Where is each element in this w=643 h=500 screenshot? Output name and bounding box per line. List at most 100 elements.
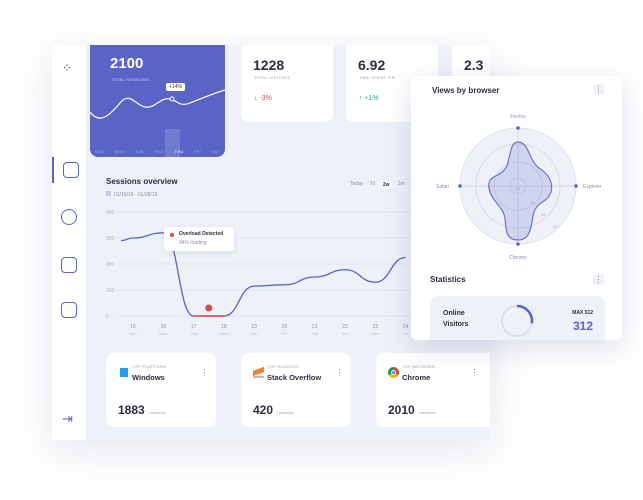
card-name: Stack Overflow [267, 373, 322, 382]
fourth-value: 2.3 [464, 57, 484, 73]
y-tick: 400 [106, 210, 115, 216]
logout-icon[interactable]: ⇥ [62, 411, 73, 426]
day-label: WED [154, 149, 165, 154]
x-tick-weekday: Wed [220, 331, 228, 336]
x-tick-day: 15 [130, 324, 136, 330]
x-tick-weekday: Tue [402, 331, 410, 336]
range-7d[interactable]: 7d [369, 181, 375, 187]
day-label: FRI [193, 149, 202, 154]
visitors-label: Visitors [443, 321, 469, 328]
top-platform-card[interactable]: TOP PLATFORM Windows 1883 / sessions ⋮ [106, 353, 216, 427]
wallet-icon[interactable] [61, 257, 77, 273]
compass-icon[interactable] [61, 209, 77, 225]
visitors-change: ↓ -3% [254, 95, 272, 102]
ring-label: 40 [553, 224, 558, 229]
x-tick-day: 21 [312, 324, 318, 330]
more-icon[interactable]: ⋮ [335, 368, 344, 377]
value: 1883 [118, 403, 145, 417]
x-tick-weekday: Mon [372, 331, 380, 336]
time-label: TIME SPENT, HR [359, 75, 395, 80]
ring-label: 20 [530, 200, 535, 205]
alert-icon[interactable] [205, 304, 213, 312]
sessions-card[interactable]: 2100 TOTAL SESSIONS +14% SUN MON TUE WED… [90, 45, 225, 157]
ring-label: 10 [516, 186, 521, 191]
y-tick: 200 [106, 262, 115, 268]
x-tick-day: 24 [403, 324, 409, 330]
axis-chrome: Chrome [509, 255, 527, 261]
unit: / sessions [418, 410, 436, 415]
top-sources-card[interactable]: TOP SOURCES Stack Overflow 420 / session… [241, 353, 351, 427]
sessions-value: 2100 [110, 55, 144, 72]
calendar-icon [106, 191, 111, 196]
radar-chart: Firefox Explorer Chrome Safari 10 20 30 … [436, 114, 602, 261]
x-tick-day: 20 [282, 324, 288, 330]
x-tick-day: 16 [161, 324, 167, 330]
online-label: Online [443, 310, 465, 317]
visitors-card[interactable]: 1228 TOTAL VISITORS ↓ -3% [241, 45, 333, 122]
axis-firefox: Firefox [510, 114, 526, 120]
browser-title: Views by browser [432, 86, 500, 95]
day-label: MON [114, 149, 125, 154]
day-label-selected: THU [174, 149, 184, 154]
axis-safari: Safari [436, 184, 449, 190]
sidebar: ⁘ ⇥ [52, 45, 86, 440]
sessions-tooltip: +14% [166, 83, 185, 91]
card-label: TOP BROWSER [402, 364, 436, 369]
x-tick-day: 22 [342, 324, 348, 330]
card-value: 420 / sessions [253, 403, 294, 417]
x-tick-weekday: Sun [342, 331, 349, 336]
x-tick-weekday: Mon [159, 331, 167, 336]
visitors-gauge [500, 304, 534, 338]
day-label: TUE [135, 149, 144, 154]
y-tick: 300 [106, 236, 115, 242]
range-today[interactable]: Today [350, 181, 364, 187]
statistics-title: Statistics [430, 275, 466, 284]
sessions-line [120, 232, 406, 317]
card-name: Windows [132, 373, 165, 382]
axis-explorer: Explorer [583, 184, 602, 190]
top-browser-card[interactable]: TOP BROWSER Chrome 2010 / sessions ⋮ [376, 353, 490, 427]
x-tick-weekday: Sat [312, 331, 319, 336]
unit: / sessions [276, 410, 295, 415]
tooltip-title: Overload Detected [179, 231, 224, 237]
date-range-text: 01/15/19 - 01/28/19 [114, 192, 158, 198]
max-label: MAX 512 [572, 310, 593, 316]
logo-icon: ⁘ [62, 61, 73, 75]
y-tick: 0 [106, 314, 109, 320]
x-tick-day: 19 [251, 324, 257, 330]
card-label: TOP SOURCES [267, 364, 300, 369]
time-change: ↑ +1% [359, 95, 379, 102]
x-tick-day: 17 [191, 324, 197, 330]
x-tick-day: 18 [221, 324, 227, 330]
document-icon[interactable] [61, 302, 77, 318]
online-value: 312 [572, 319, 593, 333]
card-value: 1883 / sessions [118, 403, 166, 417]
more-icon[interactable]: ⋮ [470, 368, 479, 377]
more-icon[interactable]: ⋮ [200, 368, 209, 377]
range-1m[interactable]: 1m [397, 181, 405, 187]
chrome-icon [388, 367, 399, 378]
windows-icon [118, 367, 129, 378]
stack-overflow-icon [253, 367, 264, 378]
x-tick-day: 23 [373, 324, 379, 330]
unit: / sessions [148, 410, 166, 415]
card-value: 2010 / sessions [388, 403, 436, 417]
browser-panel: Views by browser ⋮ Firefox Explorer Chro… [411, 76, 622, 340]
overview-title: Sessions overview [106, 177, 178, 186]
alert-dot-icon [170, 233, 174, 237]
radar-shape [488, 141, 553, 241]
more-icon[interactable]: ⋮ [593, 274, 604, 285]
date-range[interactable]: 01/15/19 - 01/28/19 [106, 191, 157, 198]
value: 2010 [388, 403, 415, 417]
card-name: Chrome [402, 373, 431, 382]
online-visitors-card: Online Visitors MAX 512 312 [430, 296, 605, 340]
home-icon[interactable] [52, 157, 86, 183]
card-label: TOP PLATFORM [132, 364, 167, 369]
visitors-label: TOTAL VISITORS [254, 75, 291, 80]
range-2w[interactable]: 2w [380, 181, 392, 189]
more-icon[interactable]: ⋮ [593, 84, 604, 95]
sessions-sparkline [90, 89, 225, 119]
x-tick-weekday: Fri [282, 331, 287, 336]
overload-tooltip: Overload Detected 94% loading [164, 227, 234, 251]
x-tick-weekday: Sun [129, 331, 136, 336]
